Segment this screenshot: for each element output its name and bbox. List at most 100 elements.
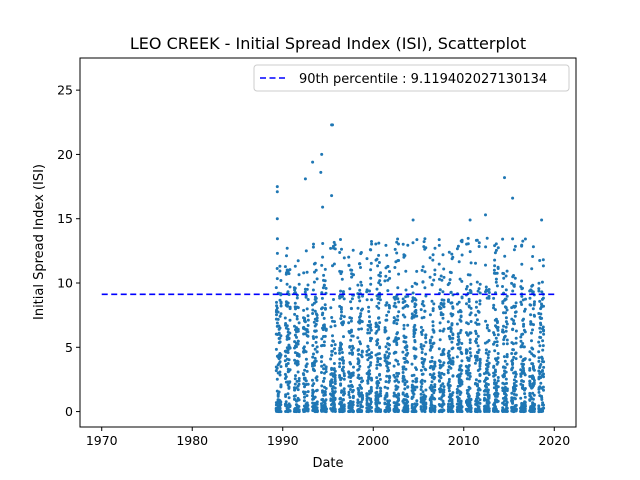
data-point xyxy=(315,316,319,320)
data-point xyxy=(537,289,541,293)
data-point xyxy=(275,277,279,281)
data-point xyxy=(293,382,297,386)
data-point xyxy=(468,218,472,222)
data-point xyxy=(504,320,508,324)
data-point xyxy=(451,332,455,336)
data-point xyxy=(369,276,373,280)
data-point xyxy=(523,373,527,377)
data-point xyxy=(293,394,297,398)
data-point xyxy=(305,270,309,274)
data-point xyxy=(279,383,283,387)
data-point xyxy=(386,386,390,390)
data-point xyxy=(510,396,514,400)
data-point xyxy=(450,322,454,326)
data-point xyxy=(331,264,334,268)
data-point xyxy=(419,405,423,409)
data-point xyxy=(542,329,545,333)
data-point xyxy=(495,394,499,398)
data-point xyxy=(306,390,310,394)
data-point xyxy=(519,300,523,304)
data-point xyxy=(420,357,424,361)
data-point xyxy=(530,331,533,335)
data-point xyxy=(378,410,382,413)
data-point xyxy=(495,284,499,288)
data-point xyxy=(430,393,434,397)
data-point xyxy=(514,341,518,345)
data-point xyxy=(295,335,298,339)
data-point xyxy=(531,290,535,294)
data-point xyxy=(505,387,509,391)
data-point xyxy=(493,378,497,382)
data-point xyxy=(342,315,346,319)
data-point xyxy=(522,362,526,366)
data-point xyxy=(421,280,425,284)
data-point xyxy=(419,385,423,389)
data-point xyxy=(448,384,452,388)
data-point xyxy=(501,386,505,390)
data-point xyxy=(342,335,345,339)
data-point xyxy=(529,313,533,317)
data-point xyxy=(519,335,523,339)
data-point xyxy=(340,270,344,274)
data-point xyxy=(531,375,535,379)
data-point xyxy=(384,274,388,278)
data-point xyxy=(494,381,498,385)
data-point xyxy=(421,365,425,369)
data-point xyxy=(503,176,506,180)
data-point xyxy=(493,264,497,268)
data-point xyxy=(437,262,441,266)
data-point xyxy=(393,247,397,251)
data-point xyxy=(297,282,301,286)
data-point xyxy=(430,356,434,359)
data-point xyxy=(321,286,325,290)
data-point xyxy=(522,345,526,349)
data-point xyxy=(421,390,425,394)
data-point xyxy=(467,377,471,381)
data-point xyxy=(313,395,317,399)
data-point xyxy=(469,404,473,408)
data-point xyxy=(388,403,392,407)
data-point xyxy=(438,321,442,325)
data-point xyxy=(278,406,282,410)
data-point xyxy=(511,237,515,241)
data-point xyxy=(397,310,401,314)
data-point xyxy=(368,369,371,373)
data-point xyxy=(478,364,482,368)
data-point xyxy=(406,385,410,389)
data-point xyxy=(321,205,325,209)
data-point xyxy=(347,390,351,394)
data-point xyxy=(539,312,543,316)
data-point xyxy=(397,403,401,407)
data-point xyxy=(450,340,454,344)
data-point xyxy=(528,379,532,383)
data-point xyxy=(378,298,382,302)
data-point xyxy=(305,307,309,311)
data-point xyxy=(396,385,400,389)
data-point xyxy=(279,293,283,297)
data-point xyxy=(396,318,400,322)
data-point xyxy=(330,372,334,376)
data-point xyxy=(375,366,379,370)
data-point xyxy=(478,302,482,306)
data-point xyxy=(314,322,318,326)
data-point xyxy=(475,300,478,304)
data-point xyxy=(478,291,482,295)
data-point xyxy=(351,346,355,350)
data-point xyxy=(369,282,373,286)
data-point xyxy=(424,336,428,340)
data-point xyxy=(297,405,301,408)
data-point xyxy=(385,301,389,305)
data-point xyxy=(459,401,463,405)
data-point xyxy=(357,352,361,356)
data-point xyxy=(377,325,381,329)
data-point xyxy=(358,299,362,303)
data-point xyxy=(414,311,418,315)
data-point xyxy=(348,287,352,291)
data-point xyxy=(519,339,523,343)
data-point xyxy=(315,350,319,354)
data-point xyxy=(342,377,346,381)
data-point xyxy=(487,373,491,377)
data-point xyxy=(531,255,535,258)
data-point xyxy=(322,340,326,344)
